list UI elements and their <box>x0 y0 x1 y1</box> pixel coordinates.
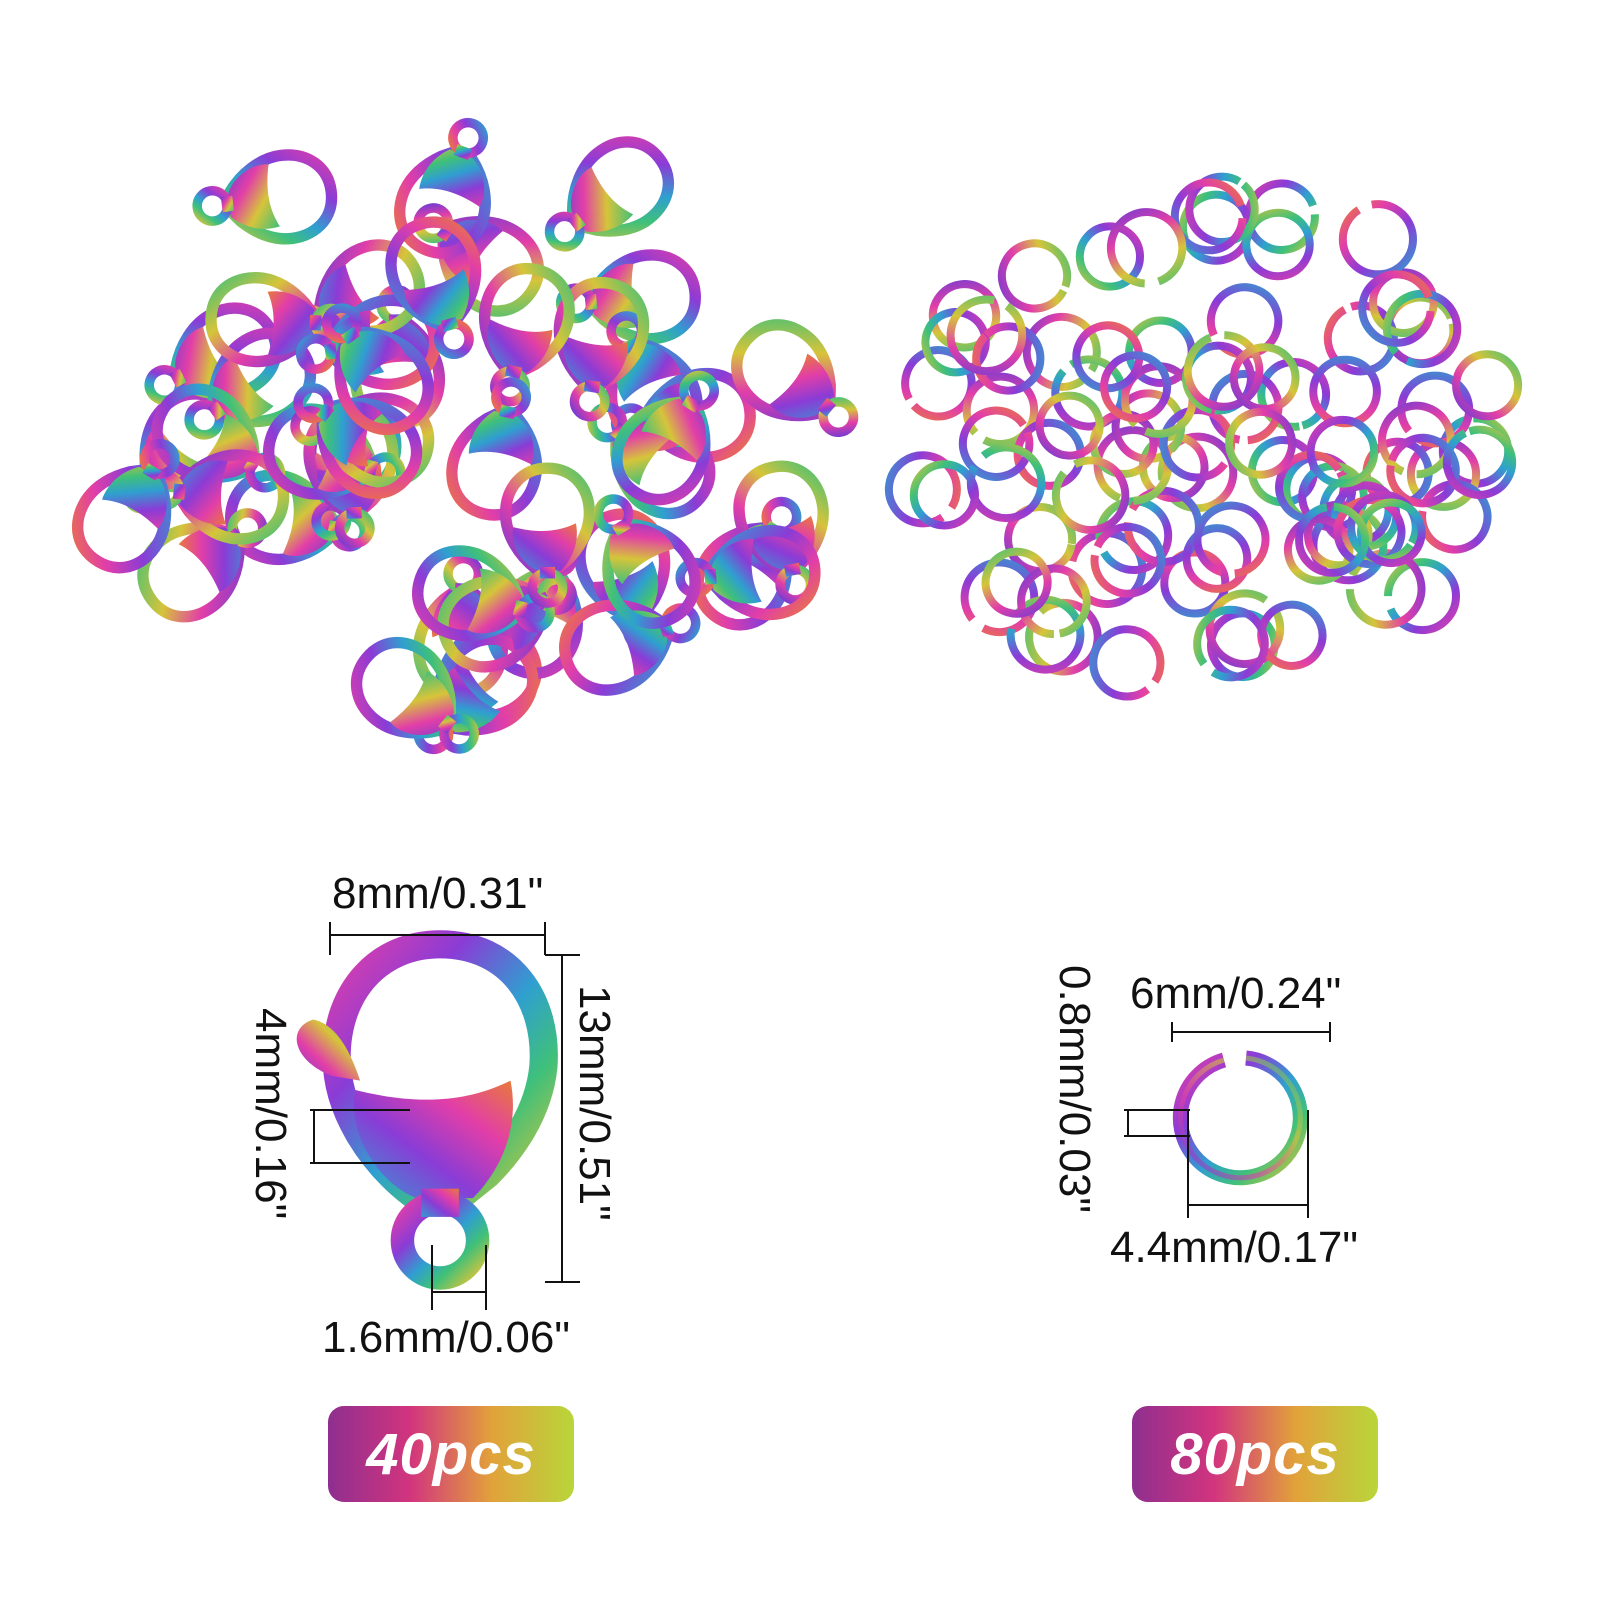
clasp-item <box>192 150 336 250</box>
jump-ring-item <box>1283 515 1354 585</box>
jump-ring-item <box>921 308 990 377</box>
ring-outer-label: 6mm/0.24" <box>1130 969 1341 1018</box>
jump-ring-item <box>1051 456 1130 534</box>
jump-ring-item <box>909 460 980 530</box>
clasp-height-label: 13mm/0.51" <box>570 985 619 1221</box>
jump-ring-item <box>1193 605 1269 682</box>
jump-ring-item <box>981 547 1052 618</box>
jump-ring-item <box>1090 522 1166 598</box>
ring-wire-label: 0.8mm/0.03" <box>1050 965 1099 1213</box>
jump-ring-item <box>997 239 1072 313</box>
jump-ring-item <box>1225 407 1297 479</box>
jump-ring-item <box>1382 289 1462 369</box>
ring-inner-label: 4.4mm/0.17" <box>1110 1223 1358 1272</box>
jump-ring-item <box>884 451 961 528</box>
clasp-body-label: 4mm/0.16" <box>246 1008 295 1219</box>
jump-ring-item <box>1309 355 1381 428</box>
jump-ring-item <box>1100 351 1172 423</box>
clasp-detail-image <box>296 944 544 1278</box>
clasp-item <box>443 373 555 523</box>
jump-ring-item <box>1193 501 1270 578</box>
jump-ring-pile <box>884 172 1523 701</box>
jump-ring-item <box>1179 190 1253 265</box>
jump-ring-item <box>1183 331 1264 411</box>
jump-ring-item <box>1306 415 1379 488</box>
jump-ring-detail-image <box>1172 1050 1308 1186</box>
jump-ring-item <box>946 295 1027 376</box>
jump-ring-item <box>1017 564 1091 639</box>
clasp-pile <box>62 109 877 776</box>
jump-ring-item <box>1182 524 1252 593</box>
jump-ring-item <box>1035 391 1104 460</box>
jump-ring-item <box>1384 558 1460 635</box>
jump-ring-item <box>1072 321 1144 393</box>
jump-ring-item <box>1075 222 1145 291</box>
jump-ring-item <box>1159 406 1236 482</box>
clasp-hole-label: 1.6mm/0.06" <box>322 1313 570 1362</box>
clasp-width-label: 8mm/0.31" <box>332 869 543 918</box>
jump-ring-item <box>1452 350 1523 421</box>
clasp-item <box>557 251 699 346</box>
jump-ring-item <box>972 322 1045 395</box>
jump-ring-item <box>1170 178 1247 255</box>
jump-ring-item <box>1067 529 1147 609</box>
clasp-count-badge: 40pcs <box>328 1406 574 1502</box>
ring-count-badge: 80pcs <box>1132 1406 1378 1502</box>
jump-ring-item <box>1025 598 1102 676</box>
jump-ring-item <box>1022 312 1101 391</box>
jump-ring-item <box>1207 609 1279 682</box>
ring-dimension-lines <box>1124 1022 1331 1218</box>
jump-ring-item <box>1106 208 1187 288</box>
clasp-dimension-lines <box>310 922 580 1310</box>
jump-ring-item <box>1358 270 1435 347</box>
jump-ring-item <box>1338 200 1418 279</box>
